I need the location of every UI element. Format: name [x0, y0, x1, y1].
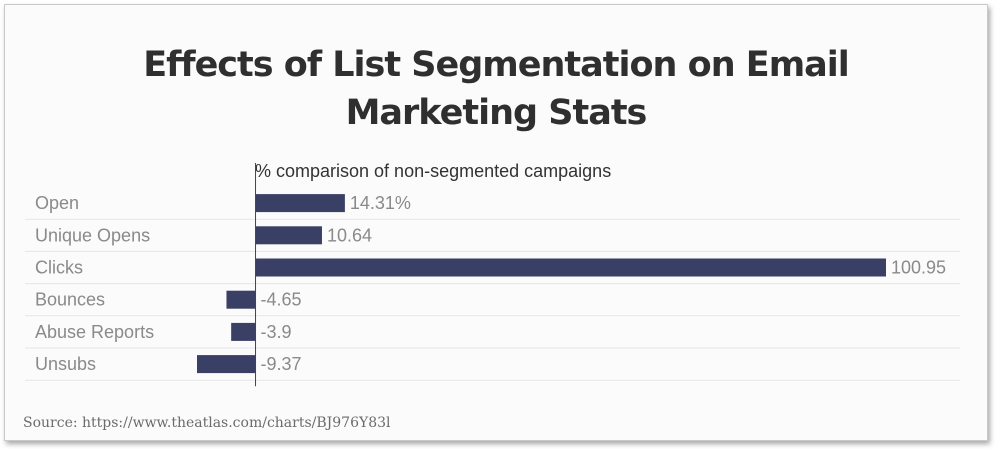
bar: [255, 194, 345, 213]
bar: [255, 258, 887, 277]
value-label: 14.31%: [350, 193, 411, 213]
source-note: Source: https://www.theatlas.com/charts/…: [23, 415, 391, 431]
bar: [226, 290, 256, 309]
chart-title-line-2: Marketing Stats: [345, 93, 648, 133]
category-label: Clicks: [35, 258, 83, 278]
category-label: Open: [35, 193, 79, 213]
value-label: 100.95: [891, 258, 946, 278]
bar-chart: % comparison of non-segmented campaigns …: [25, 161, 960, 387]
value-label: 10.64: [327, 225, 372, 245]
chart-title-line-1: Effects of List Segmentation on Email: [143, 45, 850, 85]
chart-title: Effects of List Segmentation on Email Ma…: [5, 41, 987, 137]
bar: [197, 355, 256, 374]
chart-card: Effects of List Segmentation on Email Ma…: [4, 4, 988, 441]
chart-subtitle: % comparison of non-segmented campaigns: [255, 161, 611, 181]
bar: [231, 322, 256, 341]
value-label: -4.65: [261, 290, 302, 310]
category-label: Unsubs: [35, 354, 96, 374]
category-label: Abuse Reports: [35, 322, 154, 342]
category-label: Unique Opens: [35, 225, 150, 245]
value-label: -3.9: [261, 322, 292, 342]
bar: [255, 226, 322, 245]
category-label: Bounces: [35, 290, 105, 310]
value-label: -9.37: [261, 354, 302, 374]
